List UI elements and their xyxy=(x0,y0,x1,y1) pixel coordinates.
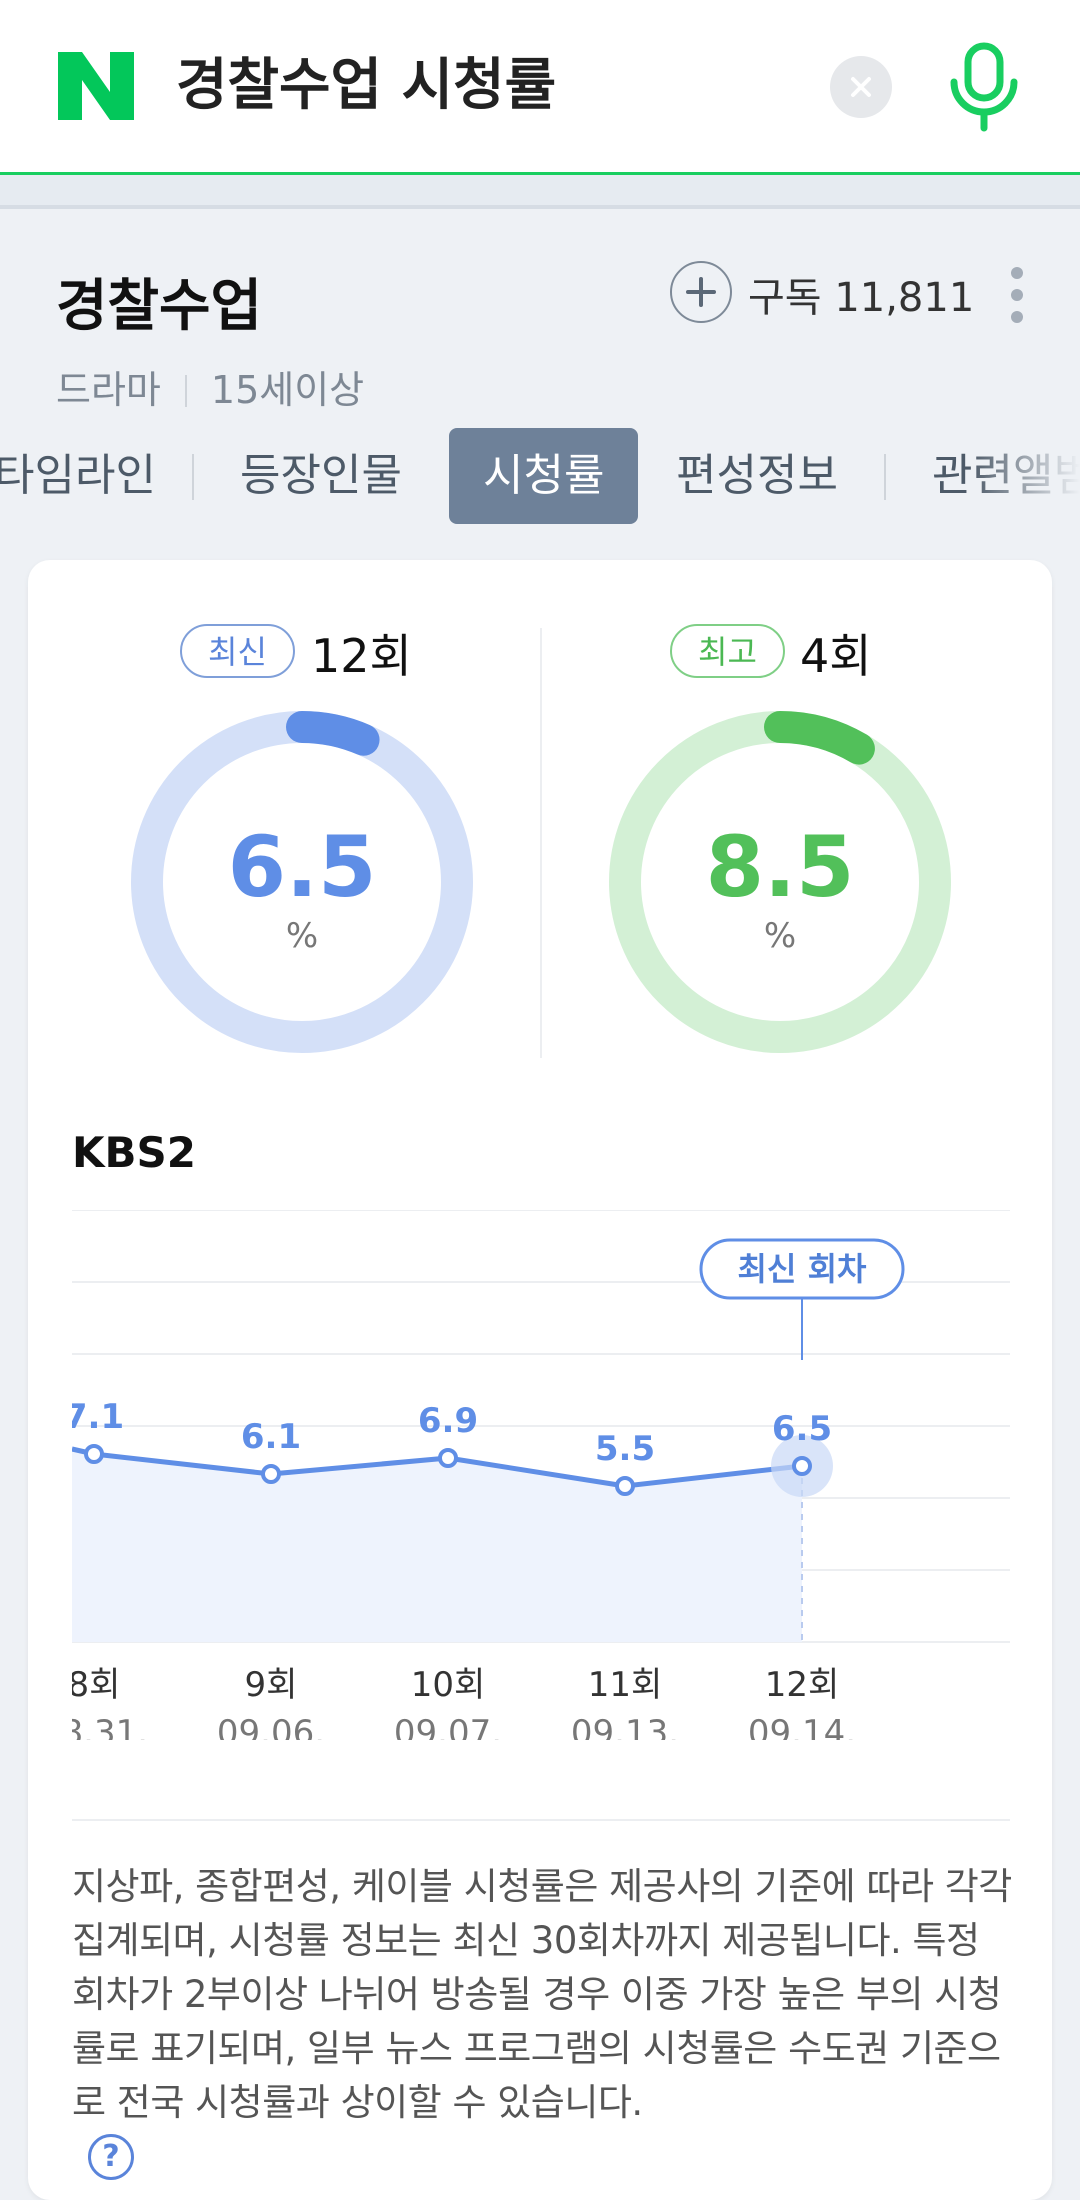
best-rating-gauge xyxy=(609,711,951,1053)
latest-rating-value: 6.5 xyxy=(227,818,377,916)
plus-icon xyxy=(686,277,716,307)
ratings-card: 최신 12회 최고 4회 6.5 % 8.5 % KBS2 7.1 6.1 6.9 5… xyxy=(28,560,1052,2200)
chart-x-date-label: 09.13. xyxy=(571,1713,679,1740)
help-icon[interactable]: ? xyxy=(88,2134,134,2180)
ratings-line-chart[interactable]: 7.1 6.1 6.9 5.5 6.5 최신 회차 8회 08.31. 9회 09.06. 10회 0… xyxy=(72,1210,1010,1740)
best-episode: 4회 xyxy=(800,629,872,683)
chart-x-date-label: 09.06. xyxy=(217,1713,325,1740)
chart-bottom-rule xyxy=(72,1819,1010,1821)
tab-schedule[interactable]: 편성정보 xyxy=(676,450,838,501)
gauge-fill xyxy=(764,711,875,765)
chart-x-date-label: 09.07. xyxy=(394,1713,502,1740)
tab-characters[interactable]: 등장인물 xyxy=(240,450,402,501)
chart-value-label: 6.9 xyxy=(418,1401,478,1441)
latest-badge: 최신 xyxy=(180,624,295,678)
program-rating: 15세이상 xyxy=(210,368,365,412)
chart-point xyxy=(261,1464,281,1484)
chart-x-date-label: 09.14. xyxy=(748,1713,856,1740)
best-rating-unit: % xyxy=(763,916,797,956)
meta-separator xyxy=(184,375,187,407)
chart-x-tick-label: 11회 xyxy=(588,1665,663,1705)
section-divider xyxy=(0,175,1080,209)
program-genre: 드라마 xyxy=(56,368,161,412)
tab-separator xyxy=(884,454,886,500)
latest-episode-callout-label: 최신 회차 xyxy=(738,1250,867,1288)
tab-timeline[interactable]: 타임라인 xyxy=(0,450,156,501)
chart-value-label: 6.5 xyxy=(772,1409,832,1449)
program-title[interactable]: 경찰수업 xyxy=(56,274,263,339)
summary-divider xyxy=(540,628,542,1058)
latest-rating-gauge xyxy=(131,711,473,1053)
chart-point xyxy=(792,1456,812,1476)
latest-episode-callout xyxy=(699,1238,905,1300)
tabs-fade xyxy=(970,428,1080,526)
search-query[interactable]: 경찰수업 시청률 xyxy=(176,53,557,118)
best-rating-value: 8.5 xyxy=(705,818,855,916)
chart-point xyxy=(84,1444,104,1464)
naver-logo-icon[interactable] xyxy=(58,52,134,120)
microphone-icon[interactable] xyxy=(946,42,1022,132)
subscribe-button[interactable] xyxy=(670,261,732,323)
gauge-fill xyxy=(286,711,380,756)
close-icon xyxy=(851,77,871,97)
best-badge: 최고 xyxy=(670,624,785,678)
chart-x-tick-label: 8회 xyxy=(72,1665,120,1705)
clear-search-button[interactable] xyxy=(830,56,892,118)
chart-value-label: 7.1 xyxy=(72,1397,124,1437)
chart-value-label: 6.1 xyxy=(241,1417,301,1457)
chart-area xyxy=(72,1449,802,1642)
chart-x-tick-label: 12회 xyxy=(765,1665,840,1705)
chart-point xyxy=(438,1448,458,1468)
chart-x-tick-label: 10회 xyxy=(411,1665,486,1705)
chart-value-label: 5.5 xyxy=(595,1429,655,1469)
chart-x-date-label: 08.31. xyxy=(72,1713,148,1740)
latest-rating-unit: % xyxy=(285,916,319,956)
search-bar: 경찰수업 시청률 xyxy=(0,0,1080,175)
latest-episode: 12회 xyxy=(311,629,412,683)
chart-x-tick-label: 9회 xyxy=(245,1665,298,1705)
ratings-notice: 지상파, 종합편성, 케이블 시청률은 제공사의 기준에 따라 각각 집계되며,… xyxy=(72,1865,1012,2124)
subscriber-count: 구독 11,811 xyxy=(748,275,975,321)
more-options-icon[interactable] xyxy=(1010,267,1024,323)
program-tabs: 타임라인 등장인물 시청률 편성정보 관련앨범 xyxy=(0,428,1080,526)
chart-point xyxy=(615,1476,635,1496)
network-name: KBS2 xyxy=(72,1128,197,1177)
tab-separator xyxy=(192,454,194,500)
program-meta: 드라마 15세이상 xyxy=(56,359,364,414)
tab-ratings[interactable]: 시청률 xyxy=(449,428,639,524)
